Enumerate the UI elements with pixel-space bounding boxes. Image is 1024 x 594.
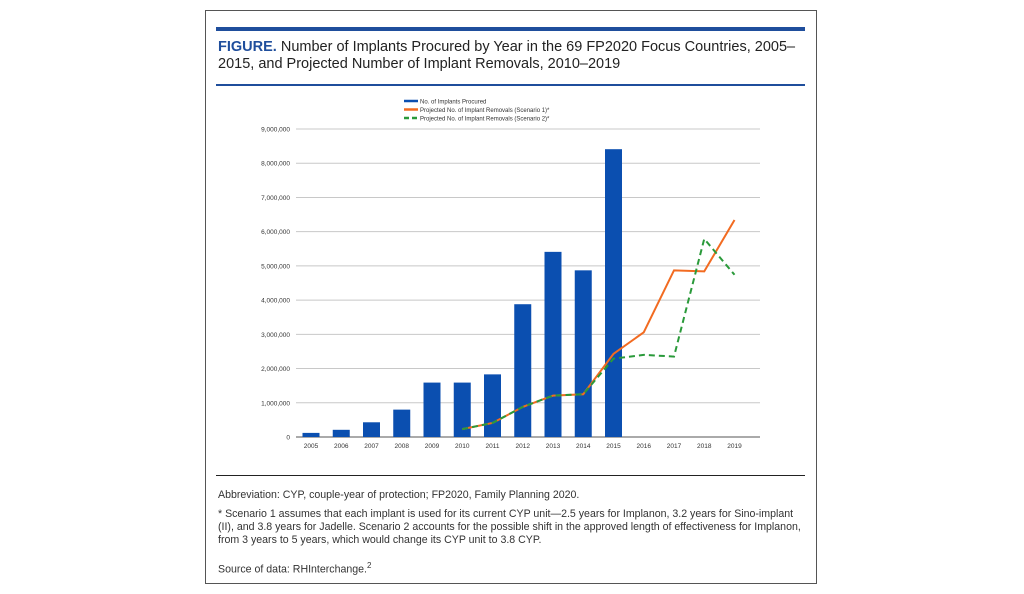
y-tick-label: 7,000,000 bbox=[261, 195, 290, 202]
line-scenario-2 bbox=[462, 236, 736, 431]
x-tick-label: 2012 bbox=[516, 443, 531, 450]
y-tick-label: 2,000,000 bbox=[261, 366, 290, 373]
x-tick-label: 2015 bbox=[606, 443, 621, 450]
bar-2011 bbox=[484, 374, 501, 437]
bar-2007 bbox=[363, 422, 380, 437]
x-tick-label: 2016 bbox=[637, 443, 652, 450]
x-tick-label: 2010 bbox=[455, 443, 470, 450]
legend-label: Projected No. of Implant Removals (Scena… bbox=[420, 116, 550, 122]
bottom-rule bbox=[216, 475, 805, 476]
bar-2015 bbox=[605, 149, 622, 438]
x-tick-label: 2014 bbox=[576, 443, 591, 450]
bar-2013 bbox=[544, 251, 562, 437]
x-tick-label: 2007 bbox=[364, 443, 379, 450]
x-tick-label: 2005 bbox=[304, 443, 319, 450]
x-tick-label: 2006 bbox=[334, 443, 349, 450]
bar-2012 bbox=[514, 304, 532, 437]
abbreviation-note: Abbreviation: CYP, couple-year of protec… bbox=[218, 489, 580, 501]
source-note: Source of data: RHInterchange.2 bbox=[218, 559, 808, 577]
x-tick-label: 2018 bbox=[697, 443, 712, 450]
y-tick-label: 9,000,000 bbox=[261, 127, 290, 134]
footnote: * Scenario 1 assumes that each implant i… bbox=[218, 508, 801, 546]
bar-2014 bbox=[574, 270, 592, 437]
y-tick-label: 4,000,000 bbox=[261, 298, 290, 305]
x-tick-label: 2017 bbox=[667, 443, 682, 450]
legend-label: No. of Implants Procured bbox=[420, 99, 486, 105]
x-tick-label: 2019 bbox=[727, 443, 742, 450]
bar-2005 bbox=[302, 432, 320, 437]
legend-label: Projected No. of Implant Removals (Scena… bbox=[420, 108, 550, 114]
bar-2009 bbox=[423, 382, 441, 437]
bar-2006 bbox=[332, 429, 350, 437]
figure-frame bbox=[205, 10, 817, 584]
y-tick-label: 1,000,000 bbox=[261, 400, 290, 407]
x-tick-label: 2013 bbox=[546, 443, 561, 450]
bar-2008 bbox=[393, 409, 411, 437]
y-tick-label: 0 bbox=[286, 435, 290, 442]
x-tick-label: 2009 bbox=[425, 443, 440, 450]
figure-title-text: Number of Implants Procured by Year in t… bbox=[218, 39, 796, 72]
figure-title: FIGURE. Number of Implants Procured by Y… bbox=[218, 39, 808, 73]
x-tick-label: 2008 bbox=[395, 443, 410, 450]
x-tick-label: 2011 bbox=[486, 443, 500, 450]
bar-2010 bbox=[453, 382, 471, 437]
source-ref: 2 bbox=[367, 561, 372, 570]
y-tick-label: 6,000,000 bbox=[261, 229, 290, 236]
y-tick-label: 5,000,000 bbox=[261, 263, 290, 270]
top-rule bbox=[216, 27, 805, 31]
source-text: Source of data: RHInterchange. bbox=[218, 563, 367, 576]
line-scenario-1 bbox=[462, 219, 736, 431]
y-tick-label: 8,000,000 bbox=[261, 161, 290, 168]
y-tick-label: 3,000,000 bbox=[261, 332, 290, 339]
figure-label: FIGURE. bbox=[218, 39, 277, 55]
title-rule bbox=[216, 84, 805, 86]
